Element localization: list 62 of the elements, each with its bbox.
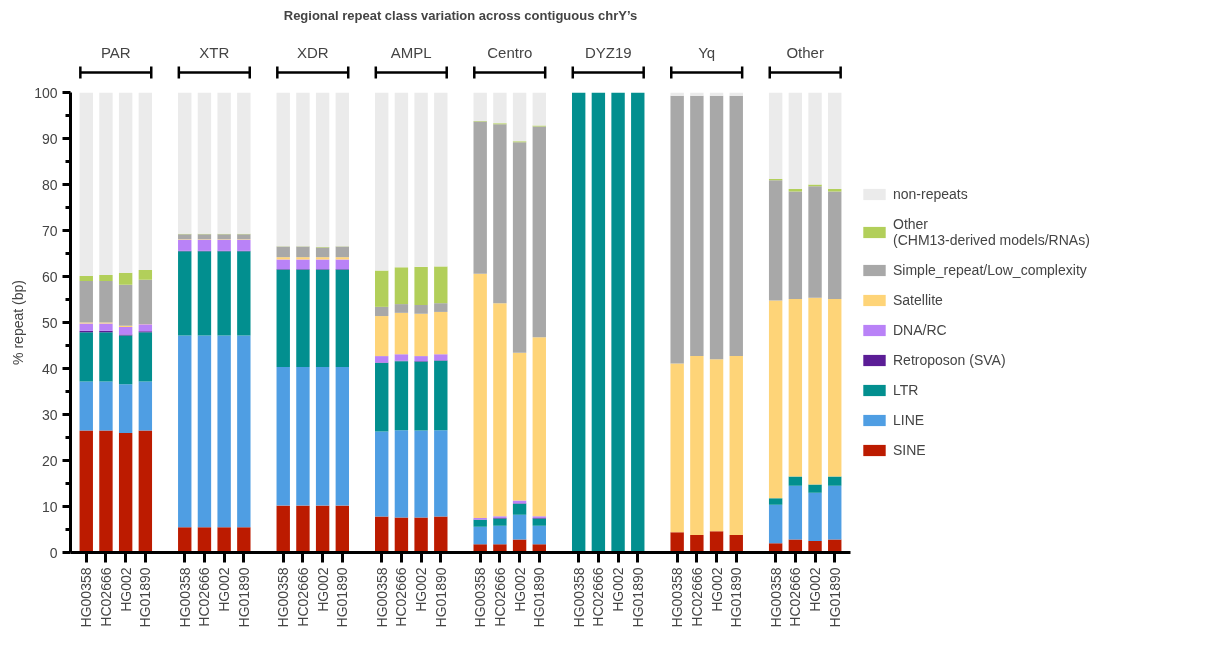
- x-tick-label: HC02666: [590, 567, 607, 627]
- legend-label: LTR: [893, 382, 919, 398]
- x-tick-label: HG01890: [432, 567, 449, 628]
- y-tick-label: 0: [49, 544, 58, 561]
- x-tick-label: HG01890: [826, 567, 843, 628]
- x-tick-label: HG01890: [531, 567, 548, 628]
- x-tick-label: HC02666: [97, 567, 114, 627]
- y-tick-label: 100: [34, 84, 58, 101]
- x-tick-label: HC02666: [787, 567, 804, 627]
- legend-label: Satellite: [893, 292, 943, 308]
- x-tick-label: HG00358: [669, 567, 686, 628]
- x-tick-label: HC02666: [491, 567, 508, 627]
- x-tick-label: HC02666: [196, 567, 213, 627]
- legend-label: LINE: [893, 412, 925, 428]
- y-tick-label: 70: [41, 222, 58, 239]
- legend-label: Simple_repeat/Low_complexity: [893, 262, 1087, 278]
- x-tick-label: HG00358: [373, 567, 390, 628]
- x-tick-label: HG01890: [137, 567, 154, 628]
- text: Other: [786, 43, 824, 61]
- legend-label: SINE: [893, 442, 926, 458]
- y-tick-label: 10: [41, 498, 58, 515]
- x-tick-label: HG002: [413, 567, 430, 612]
- legend-label: Retroposon (SVA): [893, 352, 1006, 368]
- x-tick-label: HG00358: [275, 567, 292, 628]
- x-tick-label: HG01890: [728, 567, 745, 628]
- x-tick-label: HG002: [807, 567, 824, 612]
- x-tick-label: HG002: [117, 567, 134, 612]
- legend-label: non-repeats: [893, 186, 968, 202]
- x-tick-label: HG01890: [235, 567, 252, 628]
- x-tick-label: HG002: [314, 567, 331, 612]
- text: AMPL: [390, 43, 432, 61]
- legend-label: DNA/RC: [893, 322, 947, 338]
- x-tick-label: HG00358: [472, 567, 489, 628]
- legend-label: Other (CHM13-derived models/RNAs): [893, 216, 1090, 248]
- text: XTR: [199, 43, 230, 61]
- x-tick-label: HG00358: [78, 567, 95, 628]
- text: Yq: [698, 43, 716, 61]
- y-axis-title: % repeat (bp): [10, 280, 27, 365]
- x-tick-label: HG002: [216, 567, 233, 612]
- x-tick-label: HG002: [511, 567, 528, 612]
- x-tick-label: HG01890: [334, 567, 351, 628]
- x-tick-label: HG00358: [767, 567, 784, 628]
- y-tick-label: 20: [41, 452, 58, 469]
- x-tick-label: HG01890: [629, 567, 646, 628]
- x-tick-label: HC02666: [294, 567, 311, 627]
- y-tick-label: 60: [41, 268, 58, 285]
- text: DYZ19: [584, 43, 632, 61]
- x-tick-label: HC02666: [393, 567, 410, 627]
- y-tick-label: 30: [41, 406, 58, 423]
- x-tick-label: HC02666: [688, 567, 705, 627]
- x-tick-label: HG00358: [176, 567, 193, 628]
- y-tick-label: 90: [41, 130, 58, 147]
- text: Centro: [487, 43, 533, 61]
- x-tick-label: HG002: [708, 567, 725, 612]
- y-tick-label: 80: [41, 176, 58, 193]
- y-tick-label: 50: [41, 314, 58, 331]
- chart-title: Regional repeat class variation across contiguous chrY’s: [283, 7, 638, 23]
- text: XDR: [296, 43, 329, 61]
- y-tick-label: 40: [41, 360, 58, 377]
- x-tick-label: HG00358: [570, 567, 587, 628]
- text: PAR: [100, 43, 131, 61]
- x-tick-label: HG002: [610, 567, 627, 612]
